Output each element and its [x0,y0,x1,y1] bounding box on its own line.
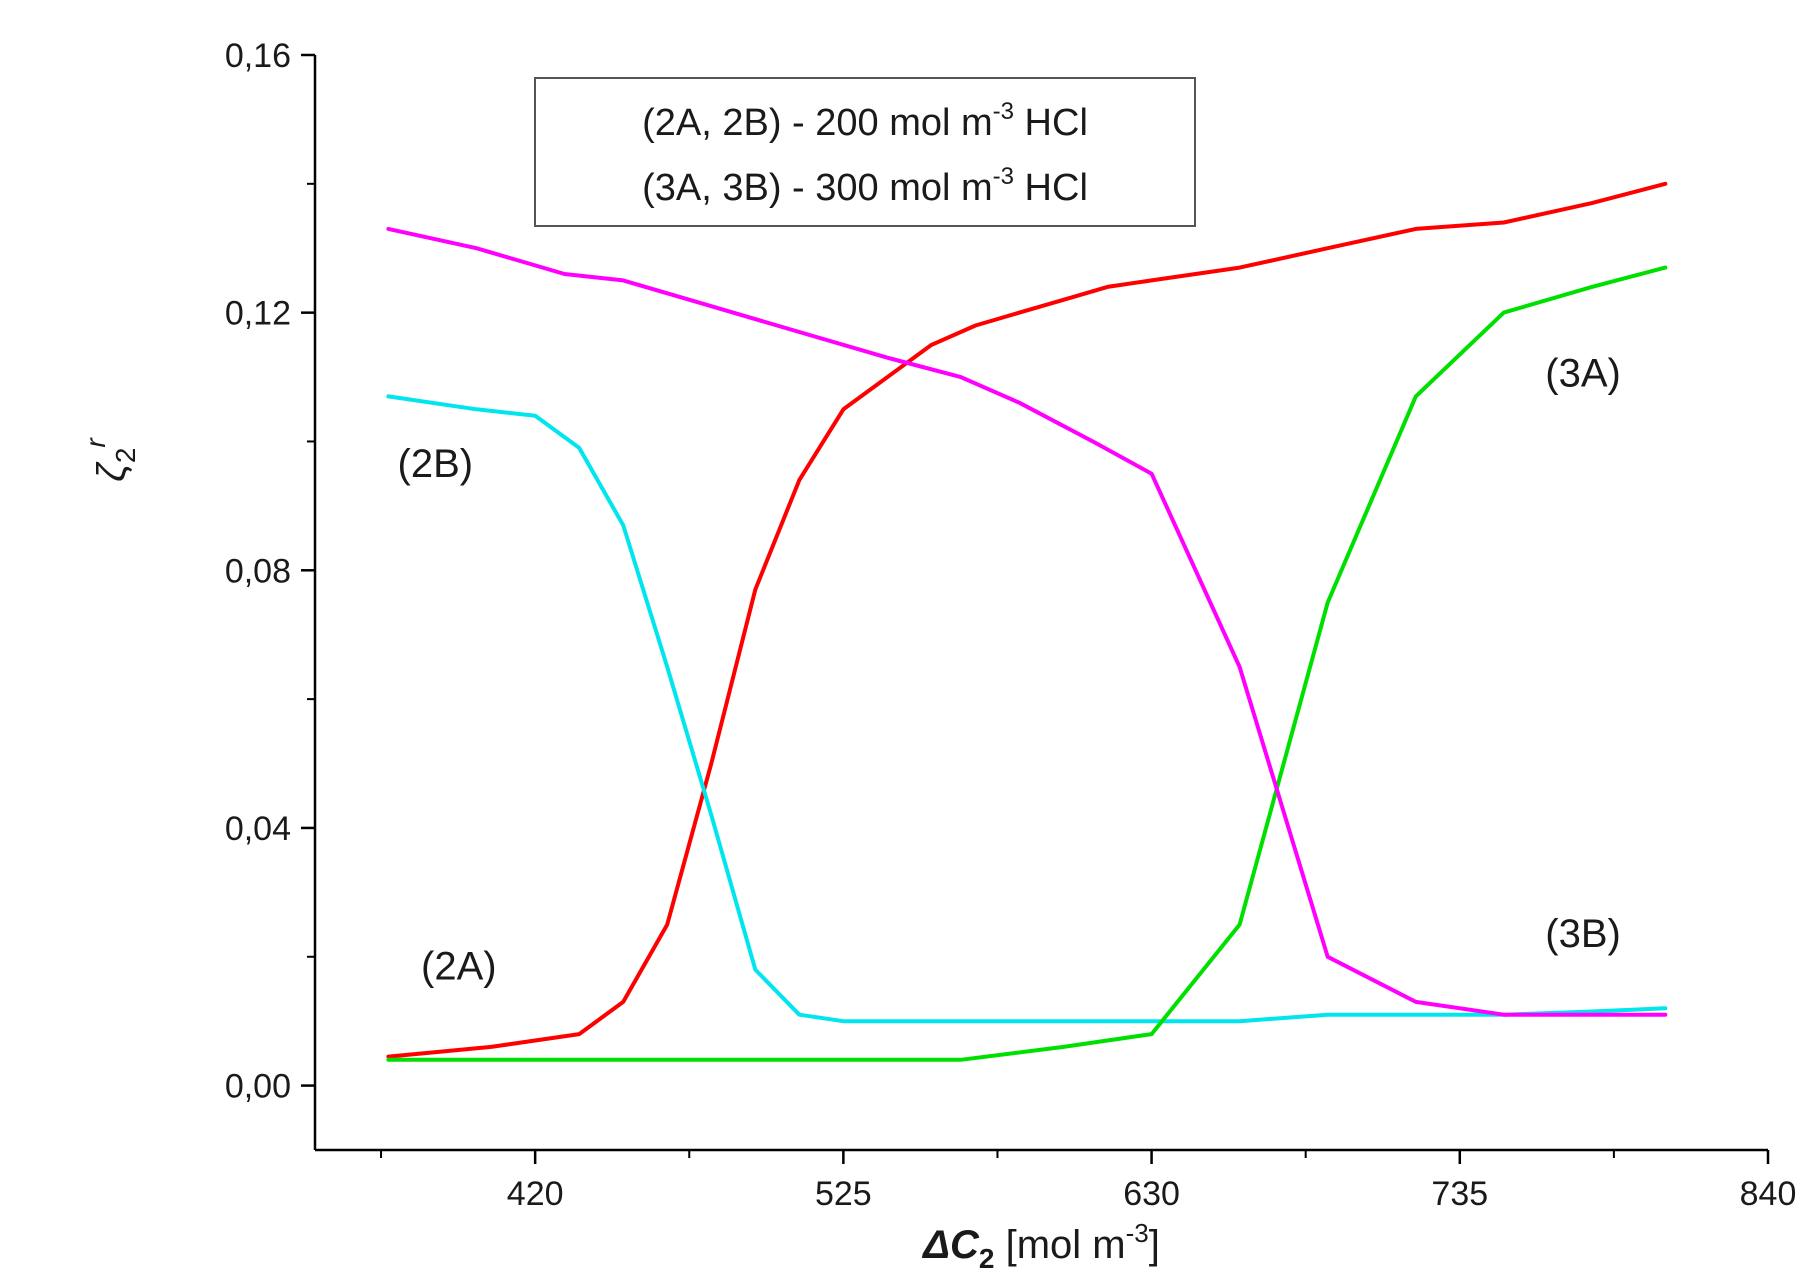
series-line-2a [386,181,1668,1059]
y-tick-label: 0,12 [225,295,291,333]
x-tick-label: 735 [1431,1175,1488,1213]
series-line-2b [386,394,1668,1024]
y-tick-label: 0,04 [225,810,291,848]
series-label: (3B) [1545,912,1621,956]
series-label: (3A) [1545,352,1621,396]
y-tick-label: 0,00 [225,1068,291,1106]
x-tick-label: 840 [1740,1175,1797,1213]
legend: (2A, 2B) - 200 mol m-3 HCl (3A, 3B) - 300… [534,77,1196,227]
series-annotations: (2B) (2A) (3A) (3B) [398,352,1621,989]
legend-box [534,77,1196,227]
y-tick-label: 0,08 [225,552,291,590]
series-label: (2A) [421,944,497,988]
series-label: (2B) [398,442,474,486]
x-tick-label: 525 [815,1175,872,1213]
series-line-3a [386,265,1668,1062]
x-tick-label: 630 [1123,1175,1180,1213]
legend-entry: (2A, 2B) - 200 mol m-3 HCl [642,98,1088,144]
axes: 0,00 0,04 0,08 0,12 0,16 420 525 630 735 840 ΔC2 [… [80,37,1796,1274]
series-line-3b [386,226,1668,1017]
y-tick-label: 0,16 [225,37,291,75]
x-tick-label: 420 [507,1175,564,1213]
x-axis-title: ΔC2 [mol m-3] [921,1218,1160,1274]
y-axis-title: ζ2r [80,437,141,482]
legend-entry: (3A, 3B) - 300 mol m-3 HCl [642,163,1088,209]
series-lines [386,181,1668,1062]
